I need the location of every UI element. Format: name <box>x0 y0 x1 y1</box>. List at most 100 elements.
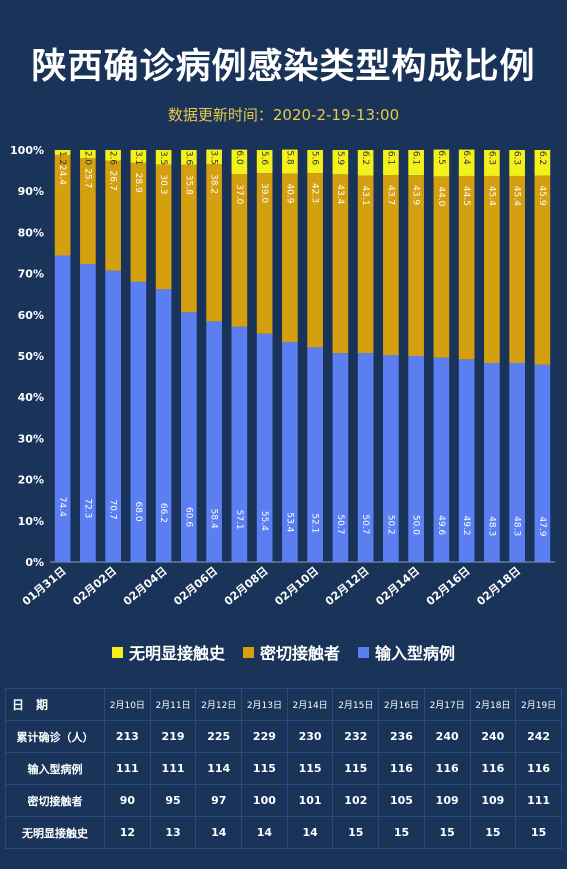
table-cell: 232 <box>332 720 380 753</box>
data-table: 日 期 2月10日 2月11日 2月12日 2月13日 2月14日 2月15日 … <box>5 688 562 849</box>
bar-segment <box>534 364 551 562</box>
bar-segment <box>155 289 172 562</box>
table-cell: 100 <box>241 784 288 817</box>
bar-segment <box>357 175 374 354</box>
data-label: 6.3 <box>486 151 496 165</box>
table-cell: 115 <box>286 752 334 785</box>
data-label: 60.6 <box>183 507 193 527</box>
bar-segment <box>80 158 96 265</box>
data-label: 66.2 <box>158 503 168 523</box>
bar-segment <box>332 353 349 562</box>
table-date: 2月18日 <box>469 688 517 721</box>
bar-segment <box>433 149 450 177</box>
table-cell: 14 <box>241 816 288 849</box>
table-cell: 15 <box>469 816 517 849</box>
table-date: 2月17日 <box>423 688 471 721</box>
table-date: 2月19日 <box>515 688 562 721</box>
bar-segment <box>458 149 475 176</box>
data-label: 5.9 <box>335 151 345 166</box>
bar-segment <box>307 347 323 562</box>
bar-segment <box>282 341 298 562</box>
data-label: 70.7 <box>108 500 118 520</box>
bar-segment <box>408 356 424 562</box>
table-cell: 14 <box>195 816 243 849</box>
x-tick-label: 02月16日 <box>424 564 473 608</box>
table-cell: 12 <box>104 816 151 849</box>
bar-segment <box>484 175 500 364</box>
table-cell: 240 <box>423 720 471 753</box>
bar-segment <box>484 363 500 562</box>
table-cell: 97 <box>195 784 243 817</box>
y-tick-label: 20% <box>18 474 44 487</box>
data-label: 50.7 <box>335 514 345 534</box>
data-label: 53.4 <box>284 512 294 532</box>
x-tick-label: 01月31日 <box>20 564 69 608</box>
y-tick-label: 60% <box>18 309 44 322</box>
legend-swatch <box>111 646 123 658</box>
data-label: 72.3 <box>82 498 92 518</box>
table-cell: 14 <box>286 816 334 849</box>
chart-legend: 无明显接触史 密切接触者 输入型病例 <box>0 640 567 664</box>
bar-segment <box>80 150 96 159</box>
table-cell: 115 <box>241 752 288 785</box>
bar-segment <box>206 321 222 562</box>
row-label: 累计确诊（人） <box>5 720 105 753</box>
bar-segment <box>458 175 475 360</box>
data-label: 5.6 <box>259 151 269 166</box>
x-tick-label: 02月10日 <box>272 564 321 608</box>
x-tick-label: 02月08日 <box>222 564 271 608</box>
x-tick-label: 02月04日 <box>121 564 170 608</box>
data-label: 3.5 <box>209 150 219 164</box>
y-tick-label: 50% <box>18 350 44 363</box>
data-label: 26.7 <box>108 171 118 191</box>
bar-segment <box>408 175 424 356</box>
table-cell: 105 <box>378 784 425 817</box>
data-label: 49.6 <box>436 515 446 535</box>
data-label: 50.2 <box>385 515 395 535</box>
table-row: 累计确诊（人） 213 219 225 229 230 232 236 240 … <box>5 720 562 753</box>
data-label: 44.5 <box>461 186 471 206</box>
data-label: 1.2 <box>57 151 67 165</box>
table-cell: 109 <box>469 784 517 817</box>
data-label: 44.0 <box>436 186 446 206</box>
data-label: 42.3 <box>310 183 320 203</box>
data-label: 25.7 <box>82 168 92 188</box>
bar-segment <box>206 164 222 322</box>
bar-segment <box>332 150 349 175</box>
table-date: 2月16日 <box>378 688 425 721</box>
table-row: 输入型病例 111 111 114 115 115 115 116 116 11… <box>5 752 562 785</box>
data-label: 6.1 <box>411 151 421 165</box>
bar-segment <box>383 355 399 562</box>
data-label: 74.4 <box>57 497 67 517</box>
bar-segment <box>433 176 450 358</box>
data-label: 45.9 <box>537 186 547 206</box>
data-label: 6.2 <box>360 151 370 165</box>
data-label: 38.2 <box>209 174 219 194</box>
table-cell: 116 <box>423 752 471 785</box>
data-label: 68.0 <box>133 502 143 522</box>
table-cell: 230 <box>286 720 334 753</box>
legend-label: 密切接触者 <box>259 644 340 663</box>
bar-segment <box>54 154 71 256</box>
table-cell: 95 <box>149 784 197 817</box>
table-cell: 15 <box>515 816 562 849</box>
data-label: 24.4 <box>57 165 67 185</box>
y-tick-label: 10% <box>18 515 44 528</box>
bar-segment <box>155 164 172 290</box>
table-date: 2月11日 <box>149 688 197 721</box>
bar-segment <box>105 270 121 562</box>
bar-segment <box>357 353 374 562</box>
x-tick-label: 02月18日 <box>474 564 523 608</box>
table-cell: 240 <box>469 720 517 753</box>
x-tick-label: 02月14日 <box>373 564 422 608</box>
bar-segment <box>155 150 172 165</box>
data-label: 45.4 <box>486 186 496 206</box>
bar-segment <box>484 150 500 176</box>
table-cell: 111 <box>104 752 151 785</box>
bar-segment <box>181 164 197 313</box>
bar-segment <box>231 149 248 175</box>
bar-segment <box>282 173 298 342</box>
table-cell: 236 <box>378 720 425 753</box>
table-cell: 109 <box>423 784 471 817</box>
table-date: 2月15日 <box>332 688 380 721</box>
